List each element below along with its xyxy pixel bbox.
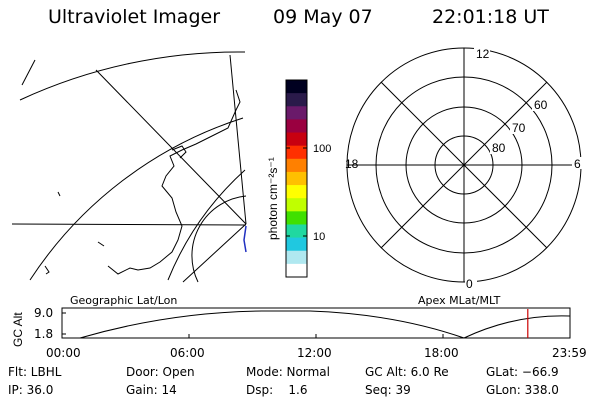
colorbar-cell <box>286 171 307 186</box>
latitude-arc-inner <box>167 169 246 281</box>
island-3 <box>97 241 105 247</box>
colorbar-cell <box>286 106 307 120</box>
colorbar-cell <box>286 158 307 173</box>
polar-plot <box>346 47 582 283</box>
status-filter: Flt: LBHL <box>8 365 62 379</box>
colorbar-tick-100: 100 <box>313 143 331 155</box>
coastline-peninsula <box>171 145 187 159</box>
edge-arc <box>21 59 36 86</box>
polar-circle <box>191 195 247 283</box>
mlat-label-70: 70 <box>512 121 526 135</box>
mlt-label-0: 0 <box>466 277 473 291</box>
status-mode: Mode: Normal <box>246 365 330 379</box>
orbit-panel <box>61 307 571 339</box>
time-label: 22:01:18 UT <box>432 6 549 28</box>
colorbar-cell <box>286 145 307 160</box>
status-gain: Gain: 14 <box>126 383 177 397</box>
orbit-xtick-1200: 12:00 <box>297 346 332 360</box>
orbit-axis-label: GC Alt <box>11 312 25 347</box>
mlt-label-18: 18 <box>345 157 359 171</box>
track-segment <box>243 225 247 253</box>
island-1 <box>57 191 61 197</box>
mlat-label-80: 80 <box>492 141 506 155</box>
meridian-upper <box>95 69 247 225</box>
colorbar-cell <box>286 250 307 265</box>
instrument-title: Ultraviolet Imager <box>48 6 221 28</box>
date-label: 09 May 07 <box>273 6 373 28</box>
island-2 <box>44 265 50 275</box>
coastline-antarctica <box>107 89 241 275</box>
status-glat: GLat: −66.9 <box>486 365 559 379</box>
colorbar-cell <box>286 132 307 147</box>
mlt-label-12: 12 <box>476 47 490 61</box>
orbit-xtick-2359: 23:59 <box>552 346 587 360</box>
status-seq: Seq: 39 <box>365 383 411 397</box>
colorbar-tick-10: 10 <box>313 231 325 243</box>
latitude-arc-mid <box>29 117 244 281</box>
orbit-xtick-0600: 06:00 <box>170 346 205 360</box>
orbit-left-title: Geographic Lat/Lon <box>70 294 178 307</box>
colorbar-cell <box>286 93 307 107</box>
orbit-xtick-1800: 18:00 <box>424 346 459 360</box>
colorbar-cell <box>286 198 307 212</box>
orbit-ytick-bottom: 1.8 <box>34 327 54 341</box>
status-gc-alt: GC Alt: 6.0 Re <box>365 365 449 379</box>
status-door: Door: Open <box>126 365 195 379</box>
colorbar-cell <box>286 224 307 239</box>
status-glon: GLon: 338.0 <box>486 383 559 397</box>
colorbar-cell <box>286 119 307 134</box>
meridian-horizontal <box>11 223 247 226</box>
colorbar-cell <box>286 237 307 252</box>
colorbar-cell <box>286 185 307 199</box>
orbit-ytick-top: 9.0 <box>34 306 54 320</box>
meridian-diagonal <box>182 223 247 283</box>
colorbar: 100 10 photon cm⁻²s⁻¹ <box>266 79 331 278</box>
colorbar-cell <box>286 80 307 94</box>
status-ip: IP: 36.0 <box>8 383 54 397</box>
mlt-label-6: 6 <box>574 157 581 171</box>
orbit-xtick-0000: 00:00 <box>46 346 81 360</box>
altitude-curve <box>79 310 571 339</box>
geographic-map <box>11 51 247 283</box>
colorbar-cell <box>286 211 307 225</box>
orbit-right-title: Apex MLat/MLT <box>418 294 501 307</box>
mlat-label-60: 60 <box>534 98 548 112</box>
colorbar-cell <box>286 263 307 278</box>
colorbar-unit-label: photon cm⁻²s⁻¹ <box>266 157 280 240</box>
meridian-vertical <box>229 54 247 225</box>
status-dsp: Dsp: 1.6 <box>246 383 308 397</box>
latitude-arc-outer <box>19 51 246 101</box>
